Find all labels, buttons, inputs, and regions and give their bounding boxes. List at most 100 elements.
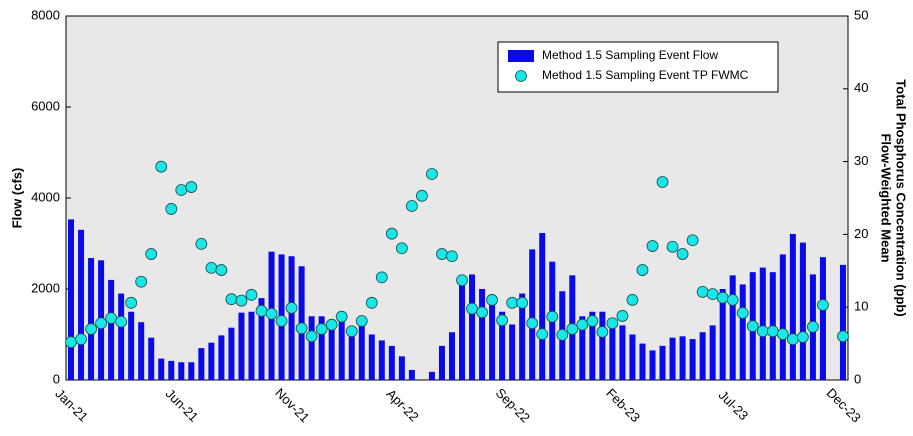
x-tick-label: Jan-21	[52, 386, 91, 425]
bar	[438, 345, 445, 380]
bar	[539, 233, 546, 380]
x-tick-label: Jul-23	[716, 387, 752, 423]
point	[536, 328, 549, 341]
bar	[669, 337, 676, 380]
point	[566, 323, 579, 335]
bar	[689, 339, 696, 380]
bar	[779, 254, 786, 380]
point	[506, 296, 519, 309]
bar	[88, 258, 95, 380]
legend-swatch	[515, 70, 527, 82]
point	[395, 242, 408, 255]
point	[426, 168, 438, 180]
bar	[208, 342, 215, 380]
point	[526, 317, 539, 330]
y2-tick-label: 0	[854, 371, 861, 386]
point	[145, 248, 158, 260]
point	[686, 234, 699, 247]
point	[65, 336, 77, 349]
y2-tick-label: 10	[854, 299, 868, 314]
bar	[158, 358, 165, 380]
bar	[509, 324, 516, 380]
bar	[218, 335, 225, 380]
bar	[318, 316, 325, 380]
bar	[579, 316, 586, 380]
point	[756, 325, 769, 338]
bar	[108, 279, 115, 380]
point	[195, 237, 208, 250]
bar	[258, 298, 265, 380]
bar	[368, 334, 375, 380]
bar	[428, 371, 435, 380]
point	[746, 320, 759, 333]
y2-tick-label: 20	[854, 226, 868, 241]
point	[325, 318, 338, 331]
point	[275, 315, 288, 327]
bar	[629, 334, 636, 380]
point	[225, 293, 238, 306]
point	[175, 184, 188, 196]
point	[125, 296, 138, 309]
bar	[659, 345, 666, 380]
y-tick-label: 0	[53, 371, 60, 386]
point	[285, 302, 298, 314]
point	[185, 181, 198, 193]
point	[676, 248, 689, 260]
bar	[148, 337, 155, 380]
y2-axis-title: Flow-Weighted Mean	[879, 133, 894, 262]
point	[576, 318, 589, 331]
y-tick-label: 8000	[31, 7, 60, 22]
point	[265, 307, 278, 320]
bar	[178, 362, 185, 380]
point	[817, 299, 829, 311]
point	[646, 240, 659, 252]
bar	[348, 334, 355, 380]
y-axis-title: Flow (cfs)	[9, 168, 24, 229]
y2-axis-title: Total Phosphorus Concentration (ppb)	[894, 79, 909, 316]
point	[365, 296, 378, 309]
legend-box	[497, 41, 779, 93]
point	[486, 294, 498, 306]
bar	[529, 249, 536, 380]
point	[385, 227, 398, 240]
legend-label: Method 1.5 Sampling Event Flow	[542, 48, 718, 62]
bar	[138, 322, 145, 380]
bar	[248, 311, 255, 380]
bar	[128, 311, 135, 380]
y2-tick-label: 30	[854, 153, 868, 168]
point	[496, 314, 509, 327]
point	[416, 189, 428, 202]
point	[596, 326, 609, 338]
point	[786, 333, 799, 346]
point	[95, 317, 107, 330]
bar	[799, 242, 806, 380]
bar	[288, 256, 295, 380]
x-tick-label: Dec-23	[824, 385, 864, 425]
bar	[328, 320, 335, 380]
bar	[338, 320, 345, 380]
bar	[188, 362, 195, 380]
point	[105, 312, 118, 325]
point	[135, 275, 148, 288]
y-tick-label: 4000	[31, 189, 60, 204]
point	[616, 310, 629, 322]
point	[405, 200, 418, 212]
point	[295, 322, 308, 335]
x-tick-label: Sep-22	[493, 385, 533, 425]
point	[345, 325, 358, 338]
bar	[398, 356, 405, 380]
point	[796, 331, 809, 343]
bar	[118, 293, 125, 380]
point	[436, 248, 448, 260]
bar	[489, 301, 496, 380]
bar	[358, 325, 365, 380]
point	[355, 315, 368, 327]
bar	[709, 325, 716, 380]
point	[556, 328, 569, 341]
bar	[739, 284, 746, 380]
point	[716, 291, 729, 304]
legend-label: Method 1.5 Sampling Event TP FWMC	[542, 68, 749, 82]
bar	[388, 345, 395, 380]
legend-swatch	[508, 50, 534, 62]
